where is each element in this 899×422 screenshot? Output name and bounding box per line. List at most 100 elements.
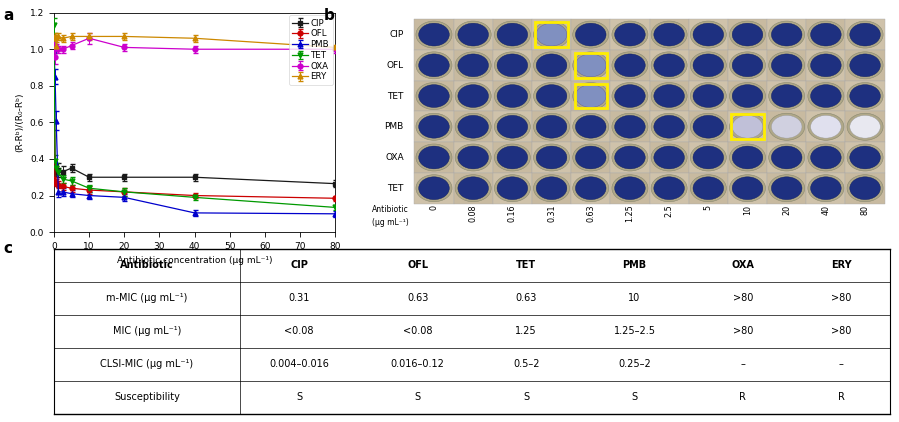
Text: 10: 10 [628,293,641,303]
Text: (μg mL⁻¹): (μg mL⁻¹) [372,218,409,227]
Text: –: – [839,359,843,369]
Ellipse shape [458,177,488,200]
Ellipse shape [847,83,883,110]
Ellipse shape [690,175,726,202]
Ellipse shape [693,115,724,138]
Text: R: R [740,392,746,402]
Bar [689,173,728,203]
Ellipse shape [771,85,802,108]
Bar [532,81,571,111]
Ellipse shape [419,115,450,138]
Ellipse shape [808,83,844,110]
Bar [454,81,493,111]
Ellipse shape [497,115,528,138]
Ellipse shape [769,83,805,110]
Text: c: c [4,241,13,256]
Ellipse shape [575,146,606,169]
Text: 0.63: 0.63 [586,205,595,222]
Ellipse shape [455,52,491,79]
Ellipse shape [850,23,880,46]
Bar [649,142,689,173]
Ellipse shape [690,113,726,140]
Bar [845,50,885,81]
Bar [414,142,454,173]
Ellipse shape [690,21,726,48]
Text: >80: >80 [733,326,753,336]
Ellipse shape [654,115,684,138]
Ellipse shape [458,54,488,77]
Bar [610,19,649,50]
Ellipse shape [771,115,802,138]
Ellipse shape [455,144,491,171]
Bar [767,142,806,173]
Bar [649,111,689,142]
Text: 0.63: 0.63 [407,293,429,303]
Ellipse shape [693,85,724,108]
Ellipse shape [416,83,452,110]
Ellipse shape [497,146,528,169]
Text: MIC (μg mL⁻¹): MIC (μg mL⁻¹) [112,326,181,336]
Ellipse shape [808,144,844,171]
Ellipse shape [573,52,609,79]
Bar [571,50,610,81]
Bar [845,173,885,203]
Bar [454,50,493,81]
Text: 0.63: 0.63 [515,293,537,303]
Ellipse shape [497,177,528,200]
Bar [571,111,610,142]
Ellipse shape [732,23,762,46]
Ellipse shape [654,54,684,77]
Ellipse shape [537,115,567,138]
Ellipse shape [729,144,766,171]
Bar [767,81,806,111]
Ellipse shape [808,175,844,202]
Ellipse shape [533,113,570,140]
Ellipse shape [651,52,687,79]
Text: m-MIC (μg mL⁻¹): m-MIC (μg mL⁻¹) [106,293,188,303]
Ellipse shape [654,177,684,200]
Text: S: S [523,392,530,402]
Bar [767,111,806,142]
Text: OFL: OFL [407,260,428,271]
Bar [689,19,728,50]
Ellipse shape [769,52,805,79]
Bar [610,111,649,142]
Bar [689,81,728,111]
Ellipse shape [537,54,567,77]
Ellipse shape [811,146,841,169]
Ellipse shape [575,54,606,77]
Bar [649,173,689,203]
Bar [806,19,845,50]
Bar [414,173,454,203]
Bar [414,19,454,50]
Text: 0.31: 0.31 [289,293,310,303]
Ellipse shape [732,85,762,108]
Ellipse shape [615,177,645,200]
Bar [493,19,532,50]
Ellipse shape [615,23,645,46]
Bar [767,19,806,50]
Ellipse shape [455,175,491,202]
Ellipse shape [654,23,684,46]
Y-axis label: (R-Rᵇ)/(R₀-Rᵇ): (R-Rᵇ)/(R₀-Rᵇ) [15,93,24,152]
Text: 20: 20 [782,205,791,215]
Ellipse shape [847,113,883,140]
Ellipse shape [847,144,883,171]
Ellipse shape [537,85,567,108]
Text: 10: 10 [743,205,752,215]
Ellipse shape [416,52,452,79]
Bar [610,81,649,111]
Text: TET: TET [387,184,404,193]
Text: 0.16: 0.16 [508,205,517,222]
Bar [610,173,649,203]
Text: PMB: PMB [622,260,646,271]
Ellipse shape [850,177,880,200]
Text: >80: >80 [831,326,851,336]
Bar [806,111,845,142]
Text: Antibiotic: Antibiotic [372,205,409,214]
Ellipse shape [808,113,844,140]
Ellipse shape [811,54,841,77]
Ellipse shape [732,115,762,138]
Ellipse shape [458,146,488,169]
Ellipse shape [693,54,724,77]
